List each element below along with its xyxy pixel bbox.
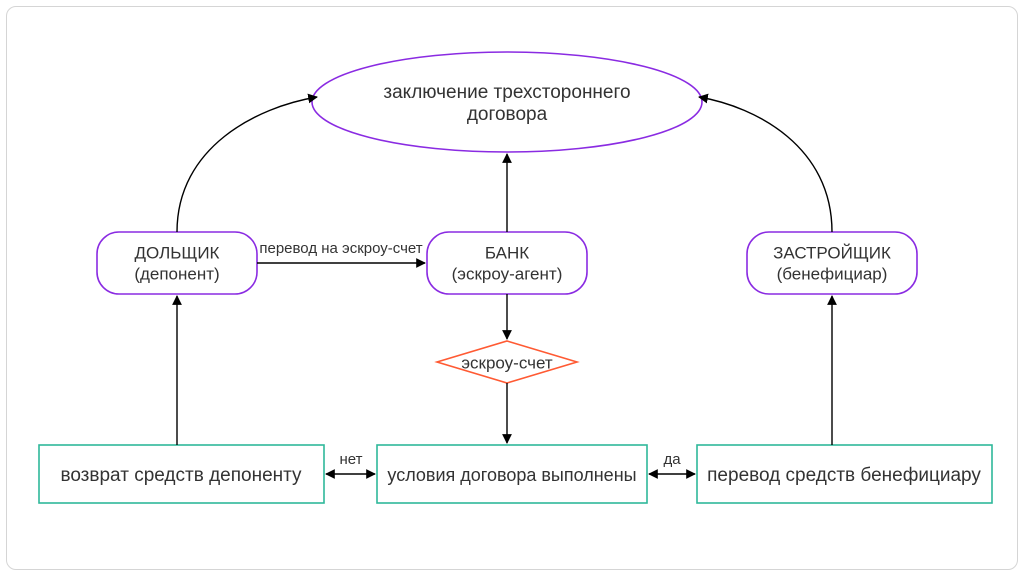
edge-label-no: нет (340, 451, 363, 468)
conclusion-line1: заключение трехстороннего (383, 82, 630, 103)
refund-label: возврат средств депоненту (60, 465, 302, 486)
flowchart-svg: заключение трехстороннего договора ДОЛЬЩ… (7, 7, 1019, 571)
node-shareholder (97, 232, 257, 294)
node-developer (747, 232, 917, 294)
shareholder-line1: ДОЛЬЩИК (135, 243, 220, 262)
edge-label-yes: да (663, 451, 681, 468)
edge-label-transfer-escrow: перевод на эскроу-счет (259, 240, 422, 257)
node-bank (427, 232, 587, 294)
bank-line2: (эскроу-агент) (452, 264, 563, 283)
developer-line2: (бенефициар) (777, 264, 888, 283)
edge-shareholder-conclusion (177, 97, 317, 232)
shareholder-line2: (депонент) (134, 264, 219, 283)
diagram-frame: заключение трехстороннего договора ДОЛЬЩ… (6, 6, 1018, 570)
escrow-label: эскроу-счет (461, 353, 553, 372)
developer-line1: ЗАСТРОЙЩИК (773, 243, 891, 262)
edge-developer-conclusion (699, 97, 832, 232)
conclusion-line2: договора (467, 104, 548, 125)
conditions-label: условия договора выполнены (387, 465, 636, 485)
transfer-label: перевод средств бенефициару (707, 465, 981, 486)
bank-line1: БАНК (485, 243, 529, 262)
